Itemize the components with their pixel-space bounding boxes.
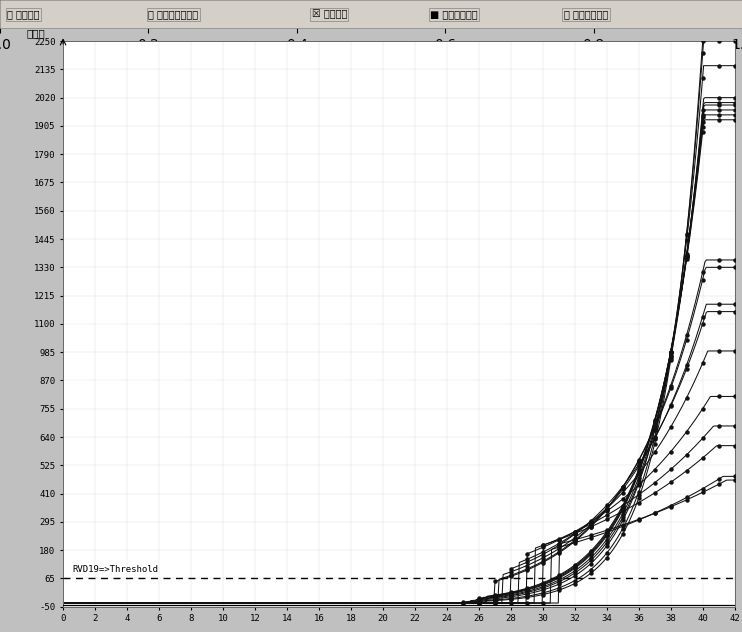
Text: ☒ 组合界面: ☒ 组合界面: [312, 9, 347, 19]
Text: RVD19=>Threshold: RVD19=>Threshold: [73, 565, 159, 574]
Text: 图 设置温度质界面: 图 设置温度质界面: [148, 9, 199, 19]
Text: ■ 达闾预告界面: ■ 达闾预告界面: [430, 9, 478, 19]
Text: 图 统计分析界面: 图 统计分析界面: [564, 9, 608, 19]
Text: 荧光值: 荧光值: [26, 28, 45, 39]
Text: ⌹ 达弚界面: ⌹ 达弚界面: [7, 9, 40, 19]
